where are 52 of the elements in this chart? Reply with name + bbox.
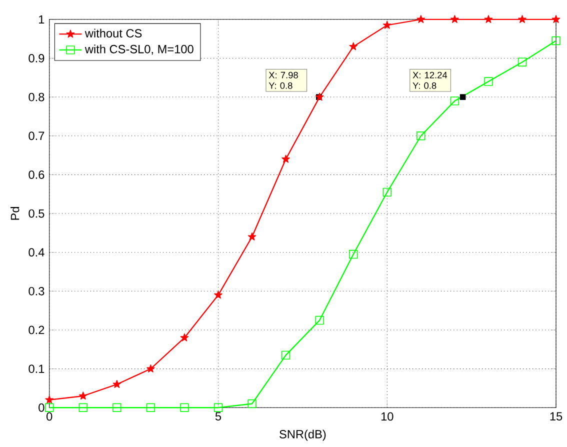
point [146,403,156,412]
y-tick-label: 0.5 [28,209,44,218]
point [45,395,54,404]
point [416,131,426,140]
point [552,15,560,23]
point [281,350,290,360]
annotation: X: 12.24 Y: 0.8 [412,72,448,89]
point [484,77,493,86]
point [248,232,256,240]
point [146,364,155,372]
point [248,399,256,408]
point [45,403,54,412]
point [180,403,189,412]
y-tick-label: 0.9 [28,54,44,62]
point [214,403,223,412]
point [112,403,122,412]
point [180,333,189,342]
y-tick-label: 0.1 [28,364,44,373]
legend-label: without CS [84,28,142,38]
y-tick-label: 0.3 [28,286,44,296]
point [450,15,459,23]
point [518,15,526,23]
point [349,42,358,50]
x-tick-label: 0 [46,412,52,421]
point [416,15,426,23]
point [282,154,290,163]
x-tick-label: 10 [381,412,394,421]
y-axis-title: Pd [10,206,20,220]
point [349,250,358,259]
point [112,380,122,388]
y-tick-label: 0 [38,403,44,412]
y-tick-label: 0.6 [28,170,44,179]
point [382,188,392,196]
y-tick-label: 0.7 [28,132,44,140]
x-tick-label: 5 [215,412,222,421]
annotation: X: 7.98 Y: 0.8 [268,72,298,89]
point [484,15,493,23]
y-tick-label: 0.4 [28,248,44,256]
point [518,58,527,66]
y-tick-label: 0.2 [28,326,44,334]
point [450,96,460,106]
point [315,316,324,325]
x-tick-label: 15 [550,412,562,421]
y-tick-label: 1 [39,15,44,24]
point [78,403,88,412]
point [552,36,560,46]
y-tick-label: 0.8 [28,92,44,102]
point [214,290,222,299]
legend-label: with CS-SL0, M=100 [84,44,194,55]
point [78,392,88,400]
point [382,20,392,29]
x-axis-title: SNR(dB) [280,430,326,441]
